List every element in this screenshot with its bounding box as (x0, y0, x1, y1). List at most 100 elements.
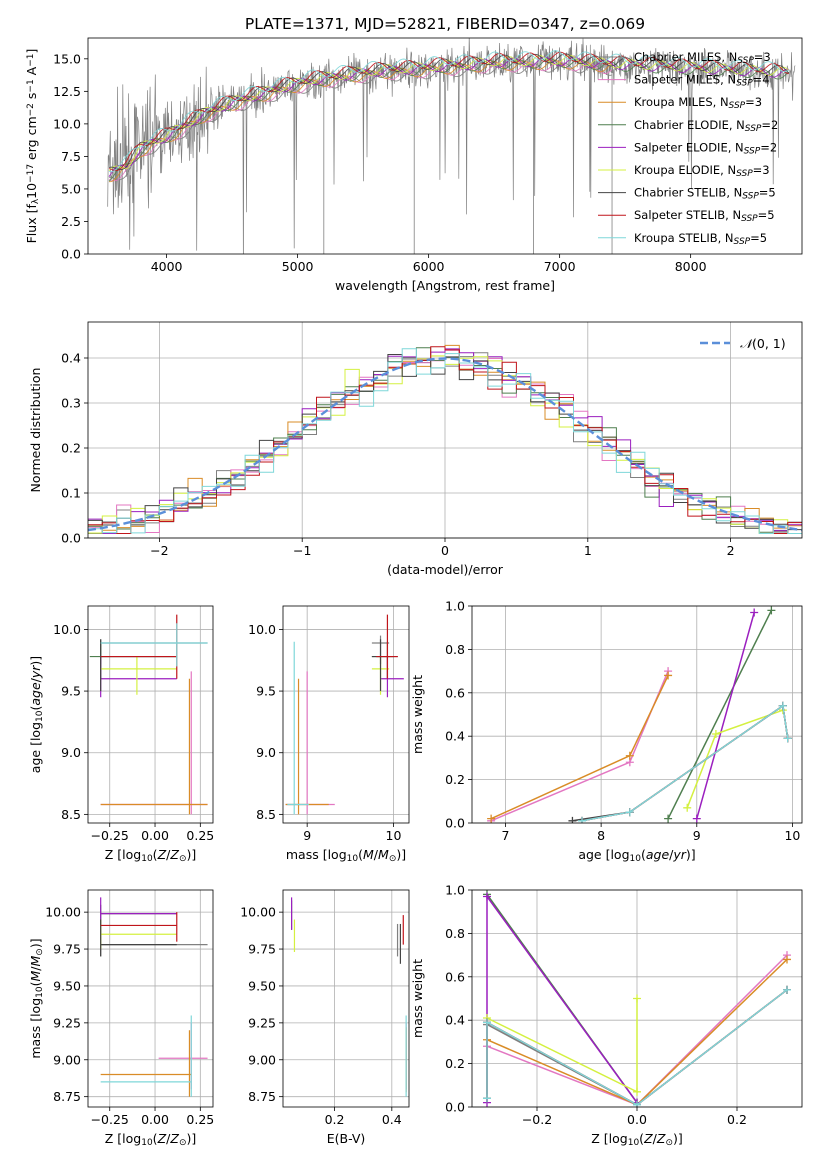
plus-marker (633, 994, 641, 1003)
series-chabrier-elodie (667, 609, 773, 820)
point-salpeter-stelib (100, 912, 178, 942)
axes-frame (87, 605, 214, 824)
point-chabrier-elodie (371, 641, 394, 679)
plot-area (88, 344, 802, 534)
x-tick-label: 0.00 (141, 828, 169, 843)
plus-marker (625, 808, 634, 817)
y-tick-label: 9.25 (248, 1015, 276, 1030)
x-axis-label: Z [log10(Z/Z⊙)] (591, 1131, 683, 1148)
legend-label: Salpeter ELODIE, NSSP=2 (634, 140, 777, 156)
y-tick-label: 8.75 (53, 1089, 81, 1104)
series-salpeter-elodie (696, 612, 755, 819)
legend-label: Chabrier STELIB, NSSP=5 (634, 186, 776, 202)
legend: Chabrier MILES, NSSP=3 Salpeter MILES, NS… (598, 50, 778, 247)
legend-label: Chabrier ELODIE, NSSP=2 (634, 118, 778, 134)
plot-area (100, 897, 208, 1097)
y-tick-label: 9.50 (53, 978, 81, 993)
plot-area (89, 614, 208, 815)
x-axis-label: wavelength [Angstrom, rest frame] (335, 278, 555, 293)
plus-marker (483, 1094, 491, 1103)
axes-frame (87, 321, 803, 539)
y-tick-label: 9.5 (256, 684, 276, 699)
histogram-kroupa-stelib (88, 348, 802, 534)
y-tick-label: 0.4 (445, 1013, 465, 1028)
y-tick-label: 0.8 (445, 642, 465, 657)
y-tick-label: 0.2 (61, 441, 81, 456)
y-tick-label: 0.3 (61, 396, 81, 411)
legend-label: Chabrier MILES, NSSP=3 (634, 50, 771, 66)
plus-marker (750, 608, 759, 617)
plus-marker (578, 816, 586, 823)
y-tick-label: 1.0 (445, 883, 465, 898)
plus-marker (568, 816, 577, 823)
point-chabrier-elodie (100, 904, 177, 935)
axes-frame (282, 605, 410, 824)
y-tick-label: 0.4 (445, 729, 465, 744)
histogram-salpeter-stelib (88, 346, 802, 534)
y-tick-label: 0.6 (445, 685, 465, 700)
plus-marker (783, 985, 791, 994)
y-tick-label: 9.50 (248, 978, 276, 993)
point-salpeter-miles (285, 671, 335, 815)
y-tick-label: 8.75 (248, 1089, 276, 1104)
y-tick-label: 9.0 (61, 745, 81, 760)
normal-curve (88, 357, 802, 532)
point-chabrier-elodie (89, 641, 177, 679)
panel-mass-vs-Z: −0.25 0.00 0.25 8.75 9.00 9.25 9.50 9.75 10.00 Z … (28, 889, 214, 1148)
y-tick-label: 9.0 (256, 745, 276, 760)
point-chabrier-stelib (371, 639, 398, 692)
y-tick-label: 7.5 (61, 149, 81, 164)
y-tick-label: 5.0 (61, 181, 81, 196)
model-salpeter-elodie (108, 56, 789, 177)
model-chabrier-stelib (108, 53, 790, 171)
x-tick-label: −0.25 (91, 828, 129, 843)
y-tick-label: 10.00 (45, 905, 81, 920)
x-axis-label: Z [log10(Z/Z⊙)] (105, 847, 197, 864)
plus-marker (487, 814, 496, 823)
y-tick-label: 0.0 (445, 1100, 465, 1115)
y-tick-label: 8.5 (61, 807, 81, 822)
plot-area (285, 614, 404, 815)
series-kroupa-elodie (686, 709, 784, 809)
plus-marker (711, 730, 720, 739)
x-tick-label: 1 (584, 543, 592, 558)
y-tick-label: 0.2 (445, 772, 465, 787)
axes-frame (87, 889, 214, 1108)
series-kroupa-stelib (486, 989, 788, 1106)
plus-marker (778, 701, 787, 710)
axes-frame (471, 889, 803, 1108)
x-tick-label: 0.00 (141, 1112, 169, 1127)
plus-marker (625, 751, 634, 760)
y-tick-label: 10.0 (53, 622, 81, 637)
y-tick-label: 9.00 (53, 1052, 81, 1067)
panel-residuals: −2 −1 0 1 2 0.0 0.1 0.2 0.3 0.4 (data-model)/error… (28, 321, 803, 577)
y-tick-label: 8.5 (256, 807, 276, 822)
plus-marker (767, 606, 776, 615)
x-tick-label: 7 (502, 828, 510, 843)
y-tick-label: 9.00 (248, 1052, 276, 1067)
y-tick-label: 0.2 (445, 1056, 465, 1071)
y-axis-label: mass weight (410, 675, 425, 754)
plus-marker (483, 1018, 491, 1027)
x-axis-label: E(B-V) (327, 1131, 366, 1146)
plus-marker (692, 814, 701, 823)
plot-area (107, 38, 796, 254)
panel-age-vs-Z: −0.25 0.00 0.25 8.5 9.0 9.5 10.0 Z [log10(Z/Z⊙)… (28, 605, 214, 864)
x-tick-label: −2 (150, 543, 168, 558)
model-kroupa-miles (109, 59, 613, 183)
y-tick-label: 0.8 (445, 926, 465, 941)
x-tick-label: 0.2 (727, 1112, 747, 1127)
point-kroupa-elodie (100, 656, 177, 695)
model-salpeter-stelib (108, 51, 790, 172)
y-tick-label: 9.5 (61, 684, 81, 699)
series-kroupa-stelib (581, 704, 789, 822)
y-axis-label: Flux [fλ10−17 erg cm−2 s−1 A−1] (24, 49, 41, 244)
panel-massweight-vs-age: 7 8 9 10 0.0 0.2 0.4 0.6 0.8 1.0 age [log10(age/yr… (410, 599, 803, 864)
panel-mass-vs-ebv: 0.2 0.4 8.75 9.00 9.25 9.50 9.75 10.00 E(B-V) (240, 889, 410, 1146)
panel-spectrum: 4000 5000 6000 7000 8000 0.0 2.5 5.0 7.5 10.0 12.5… (24, 37, 803, 293)
y-tick-label: 1.0 (445, 599, 465, 614)
y-tick-label: 9.25 (53, 1015, 81, 1030)
x-tick-label: 2 (727, 543, 735, 558)
plus-marker (633, 1087, 641, 1096)
